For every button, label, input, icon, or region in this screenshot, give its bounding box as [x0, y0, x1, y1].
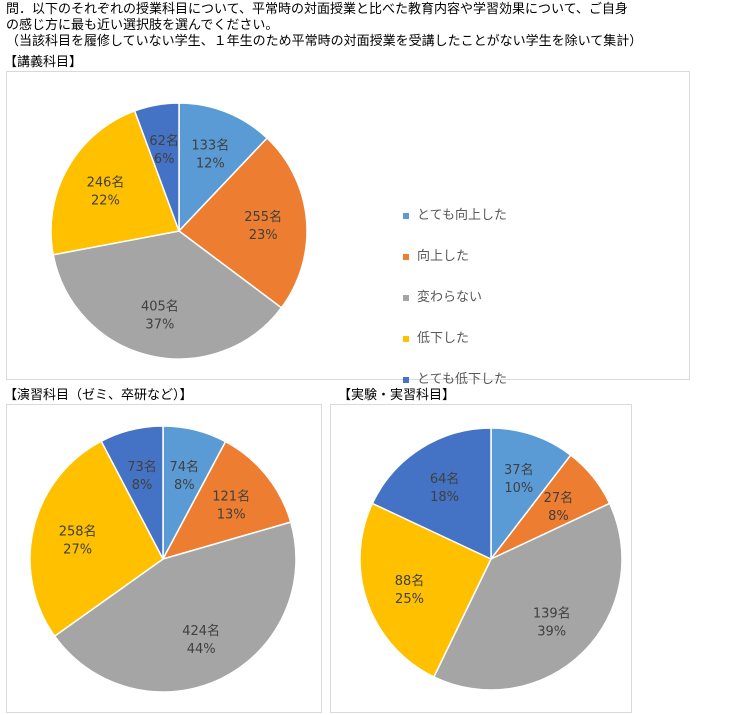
pie-slice-very-declined — [100, 425, 164, 560]
data-label-percent-very-improved: 8% — [174, 478, 195, 493]
data-label-percent-very-declined: 6% — [154, 152, 175, 167]
question-text: 問．以下のそれぞれの授業科目について、平常時の対面授業と比べた教育内容や学習効果… — [6, 2, 734, 50]
data-label-count-unchanged: 424名 — [182, 623, 220, 639]
data-label-count-declined: 88名 — [395, 573, 425, 589]
legend-swatch-5 — [403, 377, 409, 383]
experiment-chart-title: 【実験・実習科目】 — [338, 388, 456, 403]
data-label-percent-very-declined: 18% — [430, 490, 459, 505]
seminar-chart-frame: 74名 8% 121名 13% 424名 44% 258名 27% 73名 8% — [6, 404, 322, 713]
data-label-count-declined: 258名 — [59, 524, 97, 540]
seminar-pie-chart: 74名 8% 121名 13% 424名 44% 258名 27% 73名 8% — [29, 425, 297, 693]
legend-item-1: とても向上した — [403, 208, 507, 249]
data-label-percent-unchanged: 37% — [145, 317, 174, 332]
data-label-percent-improved: 23% — [249, 228, 278, 243]
pie-slice-improved — [177, 137, 308, 309]
data-label-count-improved: 121名 — [212, 489, 250, 505]
data-label-count-very-declined: 73名 — [127, 459, 157, 475]
seminar-chart-title: 【演習科目（ゼミ、卒研など）】 — [4, 388, 193, 403]
data-label-count-very-declined: 62名 — [149, 133, 179, 149]
lecture-chart-frame: 133名 12% 255名 23% 405名 37% 246名 22% 62名 6% とても向上し… — [6, 71, 690, 387]
legend-swatch-4 — [403, 336, 409, 342]
pie-slice-improved — [161, 440, 292, 561]
legend-label-2: 向上した — [417, 249, 470, 264]
data-label-percent-unchanged: 44% — [187, 642, 216, 657]
pie-slice-very-improved — [490, 427, 572, 562]
legend-item-5: とても低下した — [403, 372, 507, 413]
legend-swatch-3 — [403, 295, 409, 301]
pie-slice-unchanged — [53, 521, 297, 693]
data-label-count-improved: 27名 — [544, 490, 574, 506]
legend-item-3: 変わらない — [403, 290, 507, 331]
pie-slice-unchanged — [432, 502, 623, 691]
data-label-percent-declined: 22% — [91, 193, 120, 208]
question-line-2: の感じ方に最も近い選択肢を選んでください。 — [6, 18, 279, 33]
legend-swatch-1 — [403, 213, 409, 219]
pie-slice-unchanged — [52, 230, 283, 360]
pie-slice-very-declined — [133, 102, 180, 232]
data-label-percent-declined: 25% — [395, 592, 424, 607]
lecture-chart-title: 【講義科目】 — [4, 55, 83, 70]
data-label-count-improved: 255名 — [244, 209, 282, 225]
legend-item-4: 低下した — [403, 331, 507, 372]
data-label-count-unchanged: 405名 — [141, 298, 179, 314]
experiment-pie-chart: 37名 10% 27名 8% 139名 39% 88名 25% 64名 18% — [359, 427, 623, 691]
question-note: （当該科目を履修していない学生、１年生のため平常時の対面授業を受講したことがない… — [6, 34, 643, 49]
data-label-count-declined: 246名 — [87, 174, 125, 190]
data-label-percent-improved: 8% — [548, 509, 569, 524]
chart-legend: とても向上した 向上した 変わらない 低下した とても低下した — [403, 208, 507, 413]
legend-label-5: とても低下した — [417, 372, 507, 387]
data-label-percent-very-improved: 10% — [504, 481, 533, 496]
data-label-percent-very-improved: 12% — [196, 157, 225, 172]
data-label-percent-declined: 27% — [63, 543, 92, 558]
legend-label-3: 変わらない — [417, 290, 483, 305]
question-line-1: 問．以下のそれぞれの授業科目について、平常時の対面授業と比べた教育内容や学習効果… — [6, 2, 628, 17]
data-label-percent-very-declined: 8% — [132, 478, 153, 493]
data-label-percent-improved: 13% — [217, 508, 246, 523]
pie-slice-declined — [359, 502, 493, 678]
data-label-percent-unchanged: 39% — [537, 625, 566, 640]
data-label-count-very-declined: 64名 — [430, 471, 460, 487]
legend-label-1: とても向上した — [417, 208, 507, 223]
lecture-pie-chart: 133名 12% 255名 23% 405名 37% 246名 22% 62名 6% — [50, 102, 308, 360]
data-label-count-unchanged: 139名 — [533, 606, 571, 622]
pie-slice-declined — [50, 109, 181, 256]
legend-item-2: 向上した — [403, 249, 507, 290]
data-label-count-very-improved: 133名 — [191, 138, 229, 154]
experiment-chart-frame: 37名 10% 27名 8% 139名 39% 88名 25% 64名 18% — [330, 404, 632, 713]
data-label-count-very-improved: 37名 — [504, 462, 534, 478]
pie-slice-very-improved — [178, 102, 269, 233]
legend-swatch-2 — [403, 254, 409, 260]
pie-slice-very-declined — [371, 427, 492, 561]
legend-label-4: 低下した — [417, 331, 470, 346]
data-label-count-very-improved: 74名 — [169, 459, 199, 475]
pie-slice-declined — [29, 440, 164, 638]
